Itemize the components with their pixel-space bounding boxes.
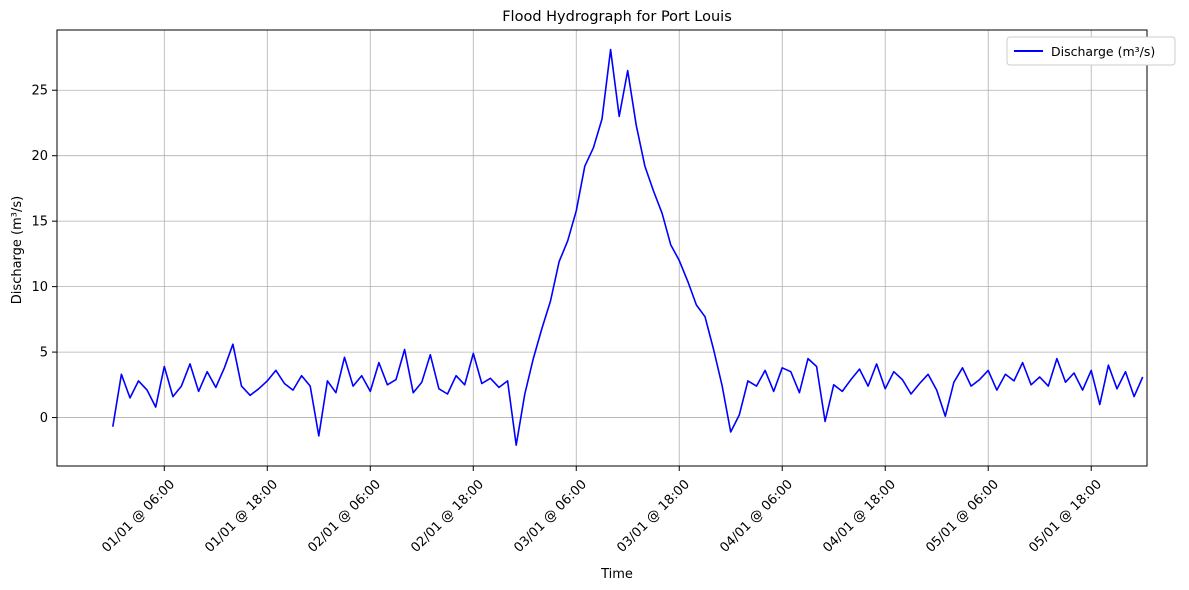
series-layer bbox=[112, 48, 1144, 446]
series-line-discharge bbox=[112, 48, 1144, 446]
legend-label-discharge: Discharge (m³/s) bbox=[1051, 44, 1155, 59]
grid-lines bbox=[57, 30, 1147, 466]
y-tick-label: 5 bbox=[40, 346, 48, 361]
x-tick-label: 05/01 @ 18:00 bbox=[1026, 477, 1105, 556]
y-tick-label: 0 bbox=[40, 411, 48, 426]
x-tick-label: 02/01 @ 06:00 bbox=[305, 477, 384, 556]
x-axis-label: Time bbox=[600, 567, 633, 582]
chart-title: Flood Hydrograph for Port Louis bbox=[502, 9, 732, 25]
y-tick-label: 25 bbox=[31, 84, 48, 99]
x-tick-label: 01/01 @ 18:00 bbox=[202, 477, 281, 556]
x-tick-label: 04/01 @ 06:00 bbox=[717, 477, 796, 556]
y-tick-label: 15 bbox=[31, 215, 48, 230]
y-tick-label: 20 bbox=[31, 149, 48, 164]
x-axis: 01/01 @ 06:00 01/01 @ 18:00 02/01 @ 06:00 0… bbox=[99, 466, 1105, 556]
x-tick-label: 01/01 @ 06:00 bbox=[99, 477, 178, 556]
y-axis: 0 5 10 15 20 25 bbox=[31, 84, 57, 426]
x-tick-label: 02/01 @ 18:00 bbox=[408, 477, 487, 556]
y-tick-label: 10 bbox=[31, 280, 48, 295]
plot-frame bbox=[56, 29, 1148, 467]
legend-box bbox=[1006, 36, 1176, 66]
x-tick-label: 04/01 @ 18:00 bbox=[820, 477, 899, 556]
x-tick-label: 05/01 @ 06:00 bbox=[923, 477, 1002, 556]
x-tick-label: 03/01 @ 06:00 bbox=[511, 477, 590, 556]
legend: Discharge (m³/s) bbox=[1006, 36, 1176, 66]
y-axis-label: Discharge (m³/s) bbox=[10, 196, 25, 304]
x-tick-label: 03/01 @ 18:00 bbox=[614, 477, 693, 556]
